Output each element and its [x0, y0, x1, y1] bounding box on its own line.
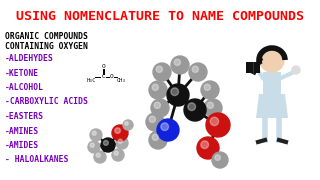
Text: -AMIDES: -AMIDES: [5, 141, 39, 150]
Circle shape: [154, 102, 160, 108]
FancyBboxPatch shape: [246, 62, 260, 73]
Text: -CARBOXYLIC ACIDS: -CARBOXYLIC ACIDS: [5, 98, 88, 107]
Text: O: O: [110, 75, 114, 80]
Circle shape: [88, 141, 100, 153]
Circle shape: [207, 102, 213, 108]
Circle shape: [152, 134, 158, 140]
Text: USING NOMENCLATURE TO NAME COMPOUNDS: USING NOMENCLATURE TO NAME COMPOUNDS: [16, 10, 304, 23]
Circle shape: [204, 84, 211, 90]
Circle shape: [188, 103, 196, 111]
Circle shape: [204, 99, 222, 117]
Circle shape: [201, 141, 209, 148]
Circle shape: [171, 56, 189, 74]
Text: CONTAINING OXYGEN: CONTAINING OXYGEN: [5, 42, 88, 51]
Circle shape: [197, 137, 219, 159]
Text: C: C: [101, 75, 105, 80]
Circle shape: [189, 63, 207, 81]
Text: -ALCOHOL: -ALCOHOL: [5, 83, 44, 92]
Circle shape: [94, 151, 106, 163]
Circle shape: [157, 119, 179, 141]
Circle shape: [96, 153, 100, 157]
Circle shape: [149, 116, 156, 122]
Text: CH₃: CH₃: [116, 78, 126, 84]
Circle shape: [103, 140, 108, 145]
Circle shape: [116, 137, 128, 149]
Text: - HALOALKANES: - HALOALKANES: [5, 156, 68, 165]
Circle shape: [112, 125, 128, 141]
Circle shape: [210, 117, 219, 126]
Circle shape: [192, 66, 198, 72]
Circle shape: [260, 48, 284, 72]
Text: H₃C: H₃C: [86, 78, 96, 84]
Text: -EASTERS: -EASTERS: [5, 112, 44, 121]
Circle shape: [167, 84, 189, 106]
Circle shape: [215, 155, 220, 160]
Circle shape: [212, 152, 228, 168]
Circle shape: [156, 66, 163, 72]
Circle shape: [292, 66, 300, 74]
Circle shape: [161, 123, 169, 130]
Circle shape: [206, 113, 230, 137]
Circle shape: [118, 139, 122, 143]
Text: -ALDEHYDES: -ALDEHYDES: [5, 54, 54, 63]
Text: O: O: [101, 64, 105, 69]
Text: ORGANIC COMPOUNDS: ORGANIC COMPOUNDS: [5, 32, 88, 41]
Circle shape: [125, 122, 128, 125]
Circle shape: [90, 143, 94, 147]
Circle shape: [92, 131, 96, 135]
Circle shape: [123, 120, 133, 130]
Circle shape: [153, 63, 171, 81]
Text: -KETONE: -KETONE: [5, 69, 39, 78]
Circle shape: [174, 59, 180, 66]
Circle shape: [171, 88, 179, 96]
Polygon shape: [256, 94, 288, 118]
FancyBboxPatch shape: [263, 72, 281, 94]
Circle shape: [149, 81, 167, 99]
Circle shape: [115, 128, 120, 133]
Circle shape: [90, 129, 102, 141]
Circle shape: [146, 113, 164, 131]
Circle shape: [114, 151, 118, 155]
Circle shape: [184, 99, 206, 121]
Circle shape: [101, 138, 115, 152]
Circle shape: [151, 99, 169, 117]
Text: -AMINES: -AMINES: [5, 127, 39, 136]
Circle shape: [201, 81, 219, 99]
Circle shape: [152, 84, 158, 90]
Circle shape: [149, 131, 167, 149]
Circle shape: [112, 149, 124, 161]
